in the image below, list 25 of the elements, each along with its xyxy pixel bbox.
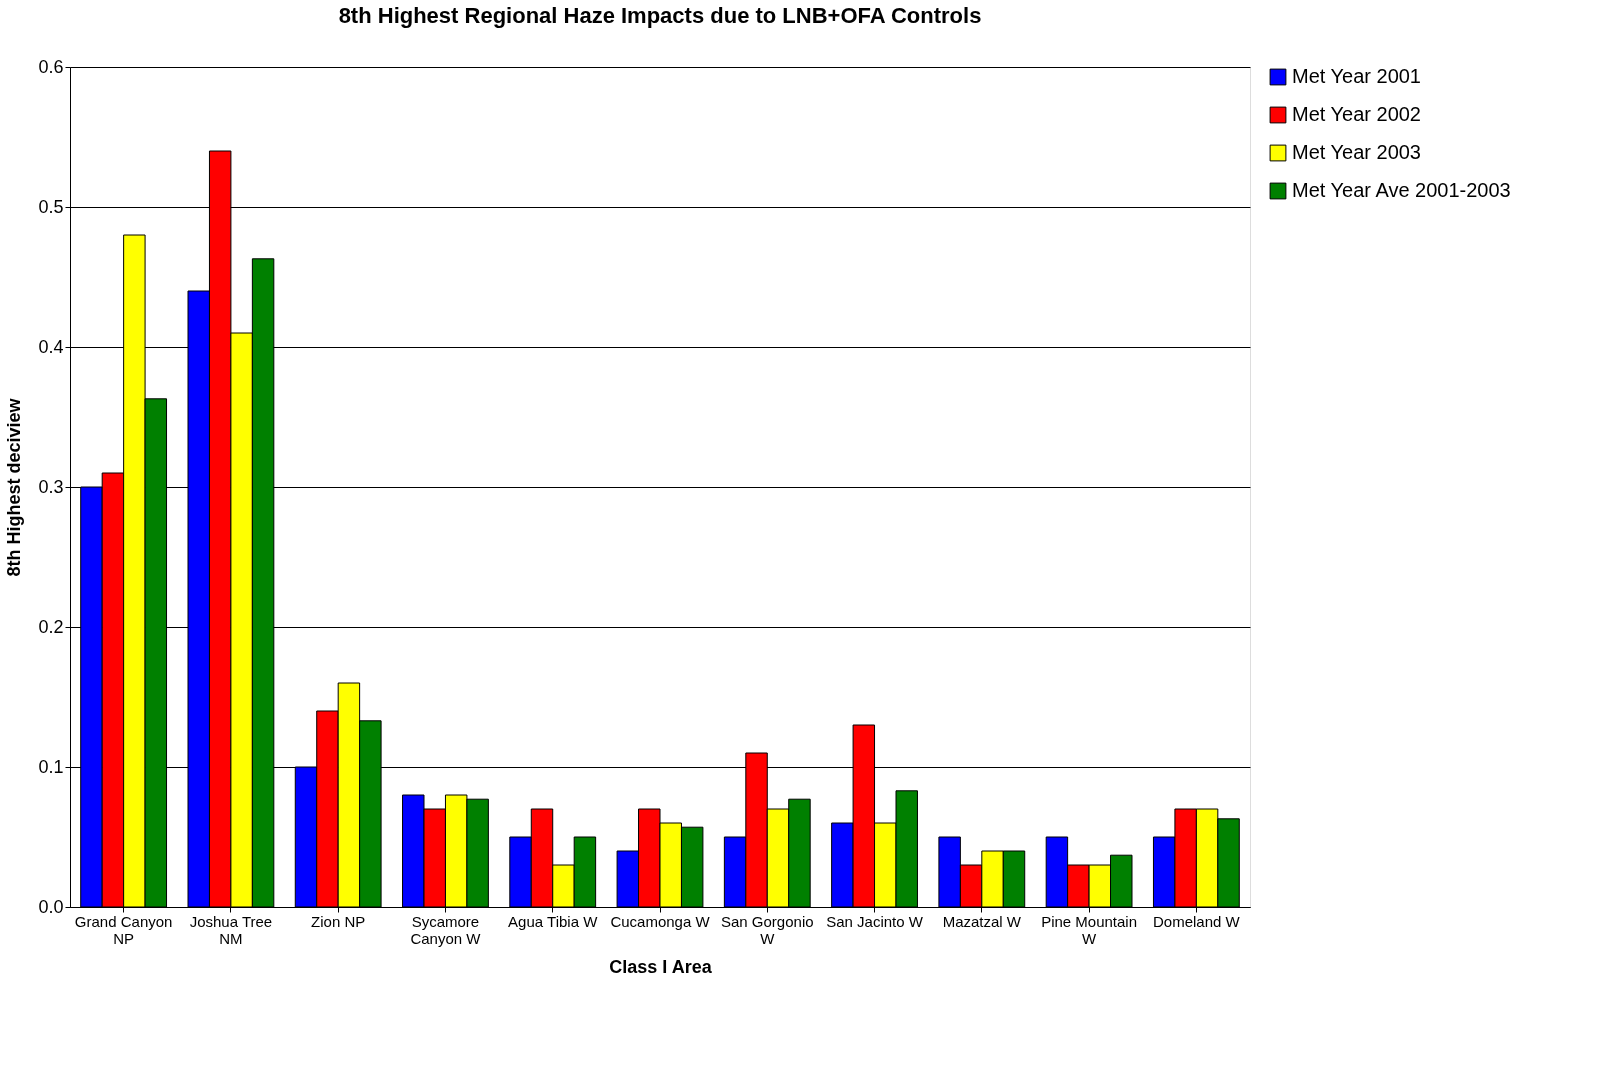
- legend-label: Met Year 2003: [1292, 141, 1421, 163]
- y-tick-label: 0.0: [38, 896, 64, 917]
- x-tick-label: Zion NP: [311, 912, 366, 930]
- x-axis-title: Class I Area: [609, 956, 713, 977]
- legend-label: Met Year 2002: [1292, 103, 1421, 125]
- chart-title: 8th Highest Regional Haze Impacts due to LNB+OFA Controls: [338, 3, 982, 28]
- x-tick-label: Pine Mountain W: [1041, 912, 1138, 947]
- legend-label: Met Year Ave 2001-2003: [1292, 179, 1511, 201]
- x-tick-label: Cucamonga W: [610, 912, 711, 930]
- y-tick-label: 0.1: [38, 756, 64, 777]
- x-tick-label: Agua Tibia W: [508, 912, 599, 930]
- x-tick-label: San Jacinto W: [826, 912, 924, 930]
- y-tick-label: 0.5: [38, 196, 64, 217]
- y-axis-title: 8th Highest deciview: [4, 397, 25, 577]
- x-tick-label: Mazatzal W: [942, 912, 1022, 930]
- y-tick-label: 0.3: [38, 476, 64, 497]
- x-tick-label: Sycamore Canyon W: [410, 912, 482, 947]
- y-tick-label: 0.2: [38, 616, 64, 637]
- x-tick-label: Grand Canyon NP: [74, 912, 173, 947]
- x-tick-label: Joshua Tree NM: [189, 912, 273, 947]
- x-tick-label: San Gorgonio W: [720, 912, 814, 947]
- y-tick-label: 0.6: [38, 56, 64, 77]
- legend-label: Met Year 2001: [1292, 65, 1421, 87]
- y-tick-label: 0.4: [38, 336, 64, 357]
- x-tick-label: Domeland W: [1153, 912, 1241, 930]
